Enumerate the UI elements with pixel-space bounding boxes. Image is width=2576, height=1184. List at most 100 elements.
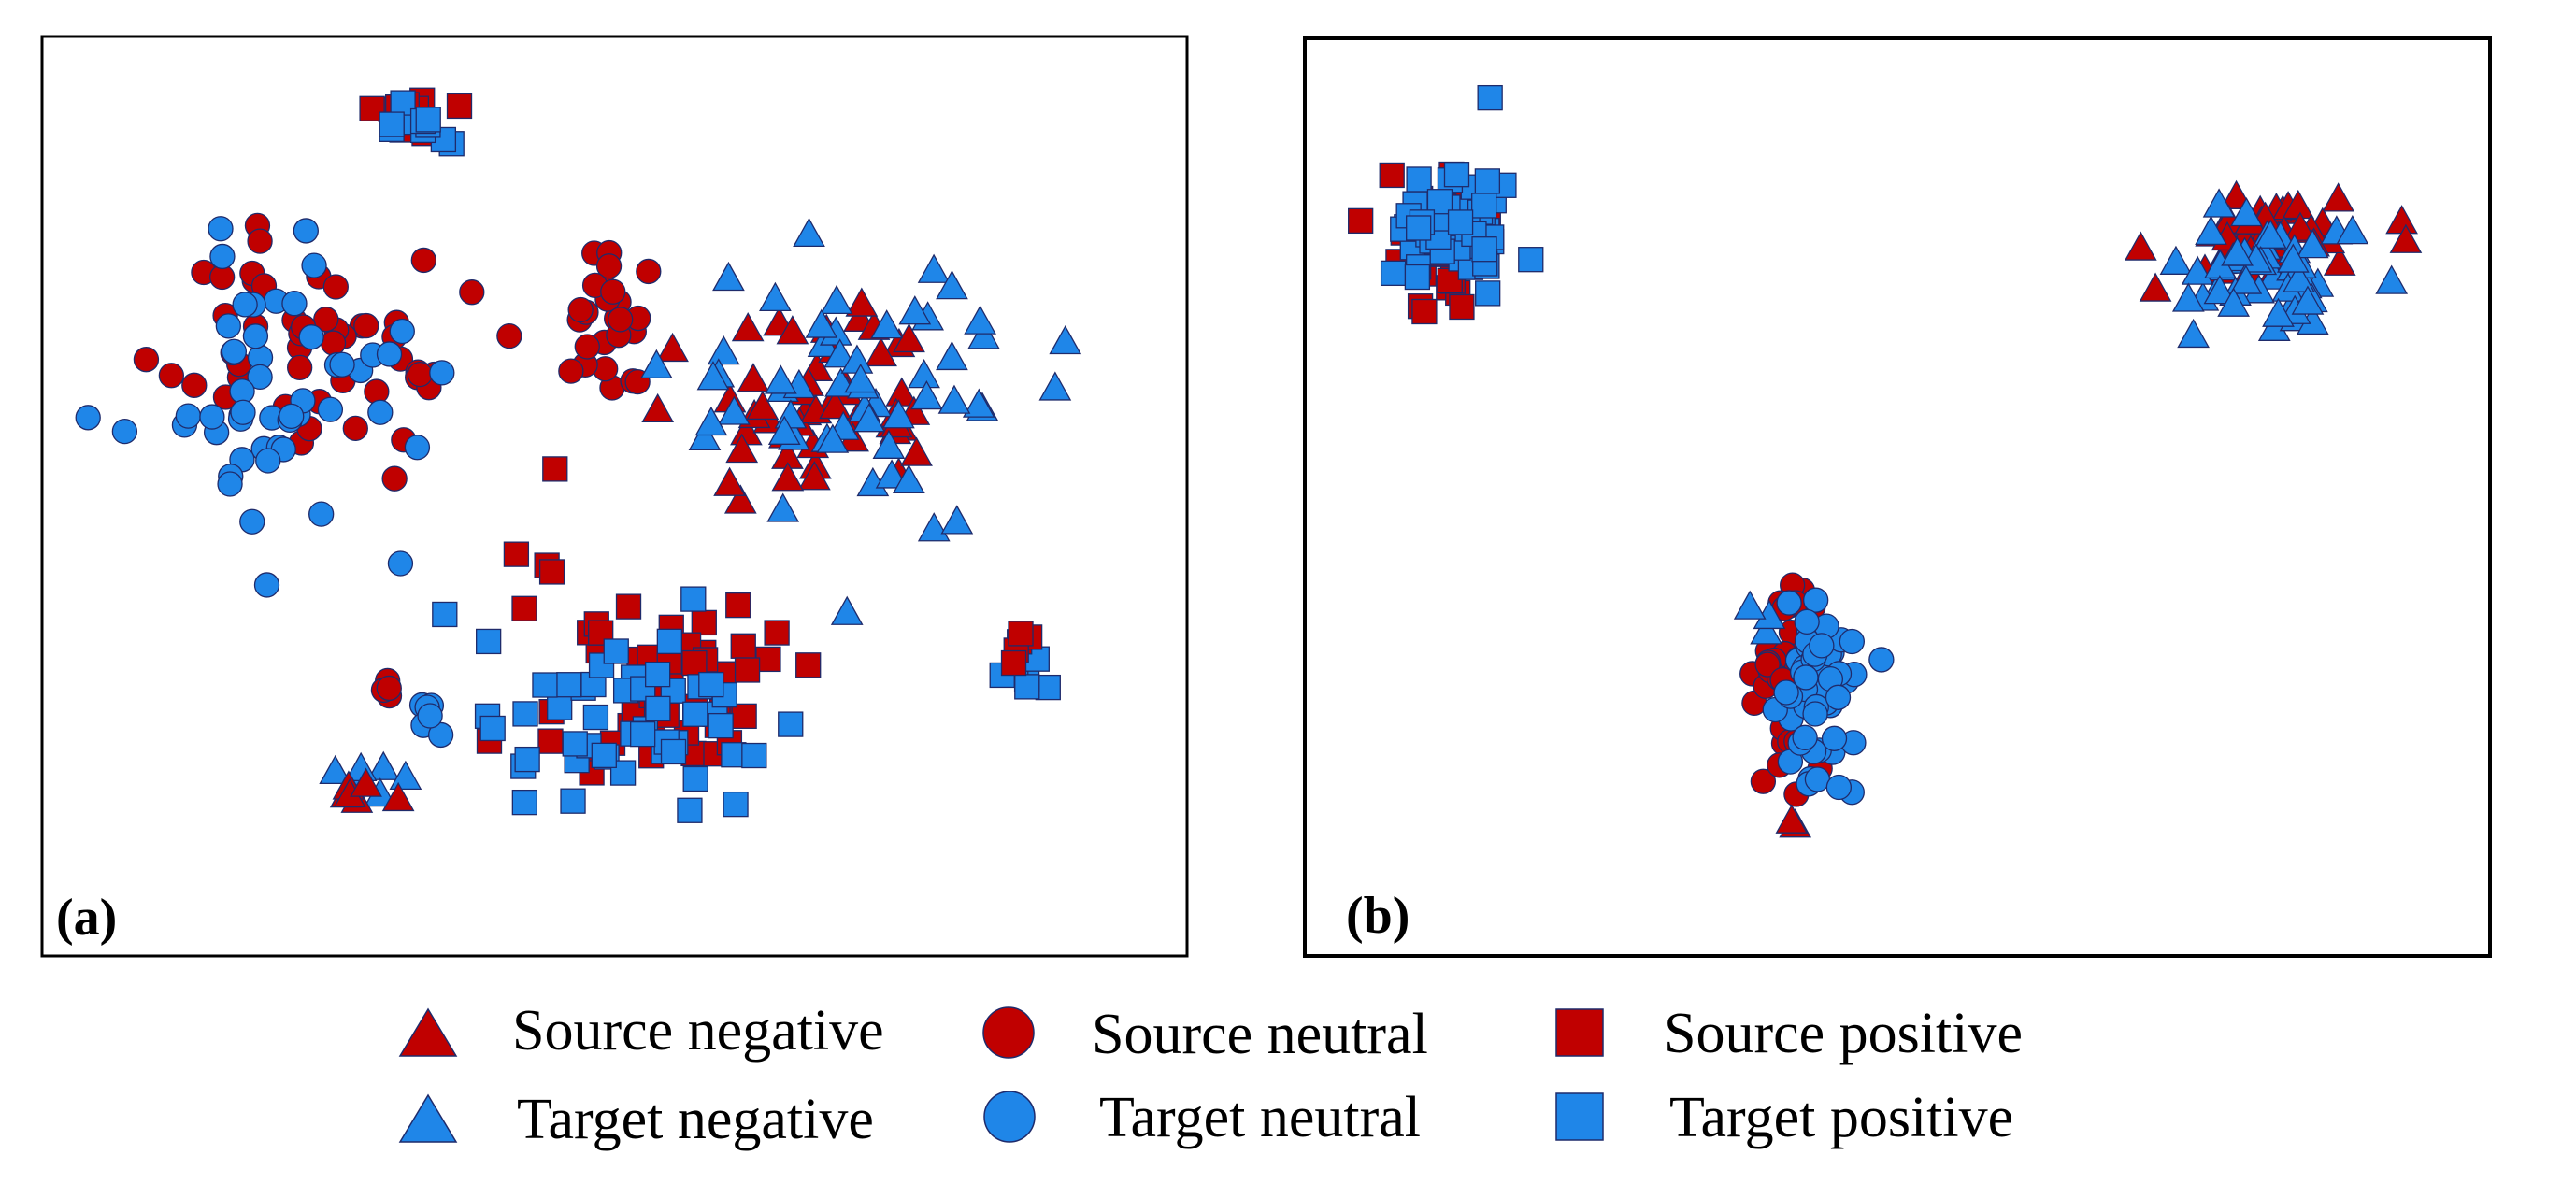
point-source-positive (725, 592, 751, 619)
point-target-negative (389, 760, 422, 791)
point-target-positive (677, 797, 703, 823)
point-target-neutral (427, 721, 454, 749)
legend-triangle-icon (398, 1093, 458, 1143)
point-source-positive (538, 559, 565, 585)
point-target-negative (870, 309, 904, 339)
point-source-negative (845, 287, 879, 317)
point-target-negative (2217, 287, 2250, 317)
point-target-positive (390, 90, 416, 116)
point-target-positive (630, 720, 656, 748)
point-target-positive (562, 731, 588, 757)
point-source-positive (1449, 293, 1475, 321)
point-source-positive (1000, 649, 1027, 677)
point-target-neutral (1825, 684, 1852, 710)
legend-circle-icon (983, 1091, 1036, 1143)
point-source-positive (1411, 298, 1438, 325)
point-target-neutral (215, 313, 241, 339)
point-source-negative (776, 315, 809, 345)
point-target-negative (936, 270, 968, 300)
point-target-positive (591, 742, 617, 769)
point-target-neutral (242, 323, 269, 349)
point-target-negative (875, 459, 909, 489)
point-source-positive (446, 93, 473, 120)
point-target-positive (415, 107, 441, 133)
point-source-negative (641, 392, 675, 423)
point-target-positive (479, 715, 506, 742)
point-target-positive (1406, 166, 1432, 193)
panel-a-frame (40, 35, 1189, 958)
point-source-positive (1379, 162, 1405, 189)
point-target-negative (830, 595, 864, 625)
point-target-neutral (1793, 664, 1819, 691)
point-target-positive (682, 701, 708, 727)
legend-label: Source neutral (1092, 1003, 1428, 1066)
point-target-negative (2171, 282, 2205, 312)
point-target-negative (882, 399, 915, 429)
point-target-neutral (404, 435, 431, 461)
point-target-negative (2229, 264, 2263, 294)
legend-label: Target negative (517, 1088, 874, 1151)
legend-circle-icon (982, 1006, 1035, 1059)
point-target-neutral (1821, 725, 1848, 751)
point-source-positive (537, 728, 564, 754)
legend-item-target-negative: Target negative (398, 1088, 874, 1151)
point-target-positive (680, 586, 707, 612)
point-source-positive (542, 456, 568, 482)
point-source-positive (503, 541, 530, 567)
point-source-positive (795, 652, 822, 678)
point-target-negative (2291, 285, 2325, 315)
point-target-positive (723, 791, 749, 818)
point-source-neutral (322, 274, 349, 300)
point-source-neutral (320, 330, 347, 356)
point-target-neutral (247, 364, 273, 391)
point-source-positive (734, 657, 761, 683)
point-target-neutral (1803, 587, 1829, 613)
point-target-neutral (175, 403, 201, 429)
point-source-negative (2323, 246, 2356, 276)
point-target-neutral (1802, 701, 1828, 727)
point-target-positive (432, 601, 458, 628)
point-target-neutral (1794, 608, 1820, 635)
point-source-negative (713, 466, 746, 496)
point-target-negative (2296, 229, 2329, 259)
legend-item-source-negative: Source negative (398, 999, 884, 1063)
point-target-negative (2159, 245, 2193, 275)
point-source-negative (798, 461, 831, 491)
point-source-positive (730, 633, 756, 659)
point-source-positive (691, 609, 717, 636)
point-target-positive (547, 694, 573, 720)
point-target-positive (1471, 193, 1497, 219)
point-target-neutral (255, 448, 281, 474)
point-target-negative (696, 361, 730, 391)
point-source-neutral (410, 247, 436, 274)
point-target-negative (2283, 263, 2315, 292)
point-target-positive (512, 701, 538, 727)
point-target-negative (962, 388, 995, 418)
legend-label: Target neutral (1099, 1086, 1421, 1149)
point-source-neutral (1754, 651, 1781, 678)
panel-b-points (1348, 84, 2423, 838)
legend-item-target-positive: Target positive (1555, 1086, 2013, 1149)
point-target-neutral (1804, 766, 1831, 792)
point-target-neutral (298, 324, 324, 350)
point-target-negative (764, 364, 797, 394)
point-target-neutral (239, 508, 265, 535)
point-target-positive (1447, 209, 1474, 235)
point-source-positive (511, 595, 537, 621)
point-source-negative (819, 389, 852, 420)
point-target-neutral (417, 703, 443, 729)
point-target-neutral (1773, 679, 1799, 706)
point-source-neutral (342, 415, 368, 442)
point-target-negative (707, 335, 740, 365)
point-source-neutral (574, 334, 600, 360)
point-source-negative (771, 462, 805, 492)
point-target-negative (766, 492, 800, 522)
point-source-negative (737, 363, 770, 392)
point-source-neutral (1750, 768, 1777, 794)
point-target-positive (511, 789, 537, 816)
point-target-negative (892, 464, 925, 494)
panel-b-label: (b) (1346, 887, 1410, 945)
point-target-negative (898, 295, 932, 325)
point-source-negative (900, 436, 933, 466)
